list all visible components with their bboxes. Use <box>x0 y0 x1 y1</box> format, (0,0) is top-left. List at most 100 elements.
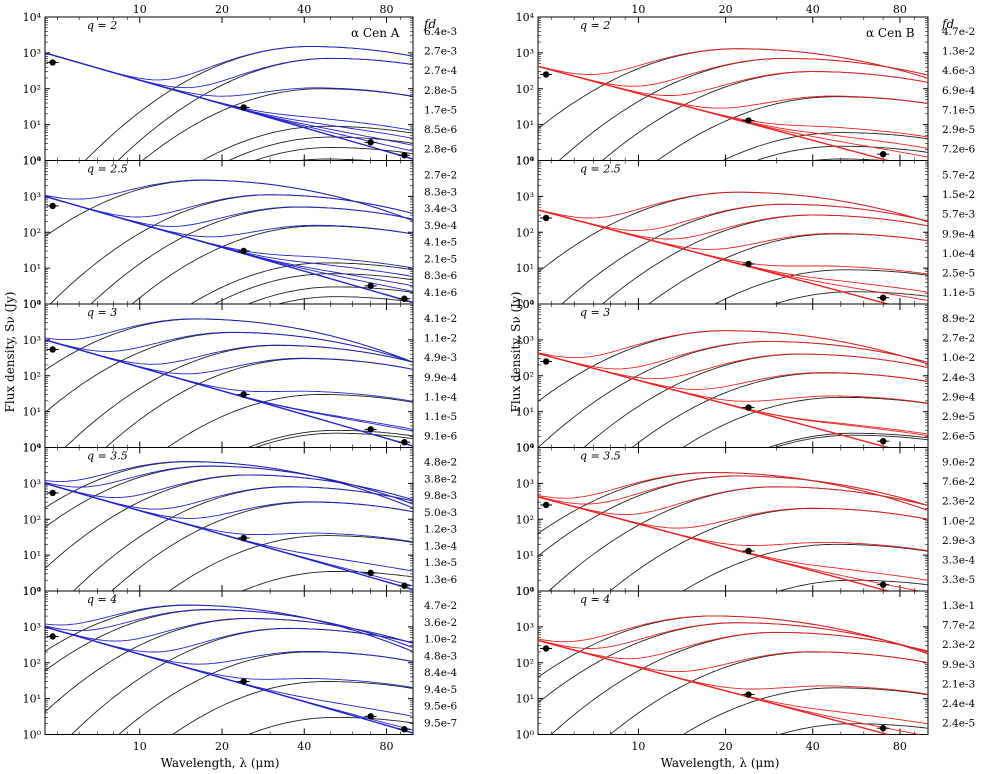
y-tick-label: 10⁴ <box>23 155 42 168</box>
y-tick-label: 10⁰ <box>23 442 42 455</box>
y-tick-label: 10¹ <box>516 406 534 419</box>
bottom-x-tick-label: 40 <box>806 740 820 753</box>
panel-curves <box>45 179 413 304</box>
y-tick-label: 10³ <box>516 47 534 60</box>
y-tick-label: 10⁴ <box>516 585 535 598</box>
panel-q-5: 10⁰ 10¹ 10² 10³ 10⁴ q = 4 4.7e-2 3.6e-2 1.0e-2 4.… <box>23 585 458 742</box>
disk-model-curve <box>682 543 928 591</box>
fd-label: 1.3e-1 <box>942 600 975 612</box>
fd-label: 2.8e-5 <box>424 85 457 97</box>
fd-label: 1.0e-2 <box>942 515 975 527</box>
q-label: q = 4 <box>580 593 610 606</box>
q-label: q = 3 <box>580 306 610 319</box>
panel-frame <box>44 447 414 592</box>
observed-point <box>367 282 374 290</box>
fd-label: 1.3e-5 <box>424 557 457 569</box>
fd-header-left: fd <box>423 17 436 31</box>
y-tick-label: 10² <box>23 657 41 670</box>
y-tick-label: 10² <box>516 226 534 239</box>
observed-point <box>745 117 752 124</box>
fd-label: 2.3e-2 <box>942 639 975 651</box>
y-tick-label: 10⁰ <box>516 155 535 168</box>
y-tick-label: 10⁰ <box>516 729 535 742</box>
q-label: q = 2.5 <box>87 163 128 176</box>
observed-point <box>542 358 550 365</box>
bottom-x-tick-label: 20 <box>215 740 229 753</box>
fd-label: 2.8e-6 <box>424 144 457 156</box>
observed-point <box>745 691 752 698</box>
disk-model-curve <box>45 474 413 569</box>
observed-point <box>49 633 56 640</box>
total-model-curve <box>538 191 928 223</box>
observed-point <box>542 645 550 652</box>
fd-label: 2.6e-5 <box>942 431 975 443</box>
observed-point <box>49 59 56 66</box>
disk-model-curve <box>105 358 413 448</box>
fd-label: 2.7e-4 <box>424 65 457 77</box>
fd-label: 8.9e-2 <box>942 313 975 325</box>
fd-label: 1.1e-4 <box>424 391 457 403</box>
fd-label: 2.9e-4 <box>942 391 975 403</box>
total-model-curve <box>538 340 928 370</box>
stellar-photosphere-line <box>45 482 413 591</box>
fd-label: 4.9e-3 <box>424 352 457 364</box>
y-tick-label: 10³ <box>23 47 41 60</box>
y-axis-label-left: Flux density, Sν (Jy) <box>3 292 17 413</box>
disk-model-curve <box>45 318 413 371</box>
x-axis-label-right: Wavelength, λ (μm) <box>661 756 780 770</box>
y-tick-label: 10³ <box>23 477 41 490</box>
observed-point <box>49 346 56 353</box>
y-tick-label: 10⁰ <box>23 155 42 168</box>
disk-model-curve <box>538 615 928 678</box>
y-tick-label: 10¹ <box>516 119 534 132</box>
panel-curves <box>45 46 413 161</box>
fd-label: 6.9e-4 <box>942 85 975 97</box>
total-model-curve <box>45 609 413 648</box>
disk-model-curve <box>117 57 413 161</box>
observed-point <box>367 713 374 720</box>
total-model-curve <box>538 48 928 79</box>
y-tick-label: 10¹ <box>23 406 41 419</box>
stellar-photosphere-line <box>45 626 413 734</box>
total-model-curve <box>45 617 413 644</box>
y-tick-label: 10³ <box>516 621 534 634</box>
total-model-curve <box>45 604 413 652</box>
disk-model-curve <box>246 286 413 304</box>
panel-q-5: 10⁰ 10¹ 10² 10³ 10⁴ q = 4 1.3e-1 7.7e-2 2.3e-2 9.… <box>516 585 976 742</box>
observed-point <box>745 404 752 411</box>
q-label: q = 2 <box>87 19 117 32</box>
fd-label: 4.8e-2 <box>424 457 457 469</box>
fd-label: 5.7e-2 <box>942 170 975 182</box>
fd-label: 3.6e-2 <box>424 617 457 629</box>
total-model-curve <box>45 474 413 501</box>
panel-curves <box>538 471 928 638</box>
stellar-photosphere-line <box>45 195 413 304</box>
fd-label: 1.5e-2 <box>942 189 975 201</box>
total-model-curve <box>538 496 928 552</box>
fd-label: 2.9e-5 <box>942 124 975 136</box>
observed-point <box>240 247 247 255</box>
total-model-curve <box>45 52 413 89</box>
disk-model-curve <box>110 501 413 591</box>
observed-point <box>401 295 408 302</box>
panel-frame <box>44 590 414 735</box>
stellar-photosphere-line <box>45 52 413 160</box>
total-model-curve <box>538 639 928 725</box>
y-tick-label: 10² <box>516 83 534 96</box>
q-label: q = 4 <box>87 593 117 606</box>
y-tick-label: 10² <box>23 226 41 239</box>
total-model-curve <box>45 331 413 363</box>
total-model-curve <box>45 195 413 269</box>
fd-label: 2.9e-5 <box>942 411 975 423</box>
fd-label: 2.4e-3 <box>942 372 975 384</box>
top-x-tick-label: 40 <box>806 3 820 16</box>
fd-header-right: fd <box>941 17 954 31</box>
disk-model-curve <box>538 602 928 638</box>
total-model-curve <box>45 339 413 402</box>
panels-layer: 10 20 40 80 10⁰ 10¹ 10² 10³ 10⁴ q = 2 α Cen A 6.4e-… <box>23 3 976 753</box>
total-model-curve <box>45 52 413 131</box>
y-tick-label: 10⁴ <box>516 11 535 24</box>
star-label: α Cen B <box>866 26 915 40</box>
total-model-curve <box>538 352 928 404</box>
y-tick-label: 10² <box>23 370 41 383</box>
